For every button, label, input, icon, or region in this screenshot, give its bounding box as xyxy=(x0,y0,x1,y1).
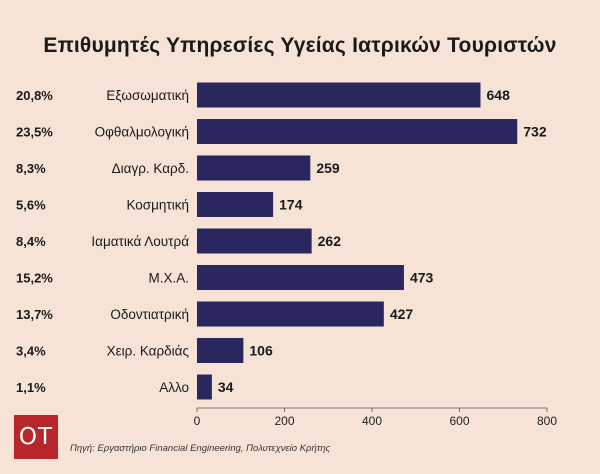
category-label: Χειρ. Καρδιάς xyxy=(107,344,190,359)
percentage-label: 13,7% xyxy=(16,307,53,322)
percentage-label: 1,1% xyxy=(16,380,46,395)
x-tick-label: 0 xyxy=(194,414,201,428)
bar-value-label: 427 xyxy=(390,306,414,322)
x-tick-label: 800 xyxy=(537,414,557,428)
bar-0 xyxy=(197,82,481,108)
category-label: Μ.Χ.Α. xyxy=(148,271,189,286)
bar-value-label: 259 xyxy=(316,160,340,176)
bar-2 xyxy=(197,155,311,181)
bar-value-label: 648 xyxy=(487,87,511,103)
percentage-label: 8,4% xyxy=(16,234,46,249)
bar-value-label: 732 xyxy=(523,124,547,140)
bar-8 xyxy=(197,374,212,400)
bar-5 xyxy=(197,265,404,290)
category-label: Διαγρ. Καρδ. xyxy=(112,161,189,176)
category-label: Οδοντιατρική xyxy=(110,307,189,322)
bar-value-label: 473 xyxy=(410,270,434,286)
bar-6 xyxy=(197,301,384,327)
x-tick-label: 200 xyxy=(274,414,294,428)
category-label: Εξωσωματική xyxy=(106,88,189,103)
x-tick-label: 400 xyxy=(362,414,382,428)
bar-4 xyxy=(197,228,312,254)
bar-value-label: 106 xyxy=(249,343,273,359)
category-label: Ιαματικά Λουτρά xyxy=(91,234,189,249)
category-label: Κοσμητική xyxy=(126,198,189,213)
x-tick-label: 600 xyxy=(449,414,469,428)
category-label: Οφθαλμολογική xyxy=(95,125,189,140)
percentage-label: 3,4% xyxy=(16,344,46,359)
bar-3 xyxy=(197,192,274,217)
bar-value-label: 34 xyxy=(218,379,234,395)
percentage-label: 20,8% xyxy=(16,88,53,103)
percentage-label: 8,3% xyxy=(16,161,46,176)
bar-7 xyxy=(197,338,244,363)
ot-logo: ΟΤ xyxy=(14,415,58,459)
bar-1 xyxy=(197,119,518,144)
bar-value-label: 174 xyxy=(279,197,303,213)
bar-value-label: 262 xyxy=(318,233,342,249)
percentage-label: 5,6% xyxy=(16,198,46,213)
chart-title: Επιθυμητές Υπηρεσίες Υγείας Ιατρικών Του… xyxy=(43,34,557,57)
source-note: Πηγή: Εργαστήριο Financial Engineering, … xyxy=(70,443,331,454)
percentage-label: 23,5% xyxy=(16,125,53,140)
category-label: Αλλο xyxy=(159,380,189,395)
percentage-label: 15,2% xyxy=(16,271,53,286)
